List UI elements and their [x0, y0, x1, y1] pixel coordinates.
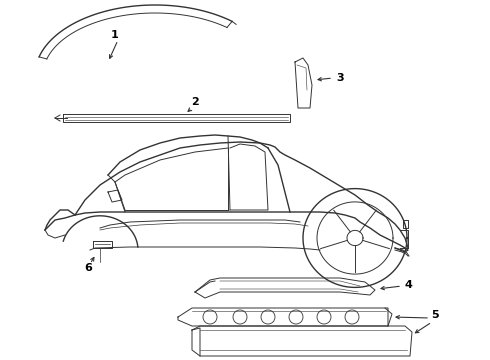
Text: 2: 2	[191, 97, 199, 107]
Text: 5: 5	[431, 310, 439, 320]
Text: 1: 1	[111, 30, 119, 40]
Text: 3: 3	[336, 73, 344, 83]
Text: 4: 4	[404, 280, 412, 290]
Text: 6: 6	[84, 263, 92, 273]
